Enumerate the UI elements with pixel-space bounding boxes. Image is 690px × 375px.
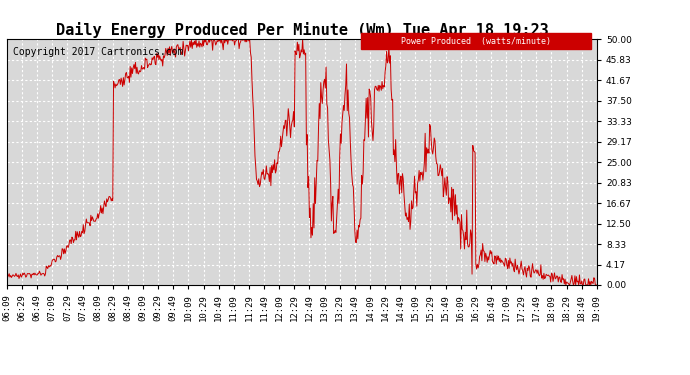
Title: Daily Energy Produced Per Minute (Wm) Tue Apr 18 19:23: Daily Energy Produced Per Minute (Wm) Tu…: [55, 22, 549, 38]
Text: Copyright 2017 Cartronics.com: Copyright 2017 Cartronics.com: [13, 47, 183, 57]
Text: Power Produced  (watts/minute): Power Produced (watts/minute): [401, 37, 551, 46]
Bar: [361, 33, 591, 49]
